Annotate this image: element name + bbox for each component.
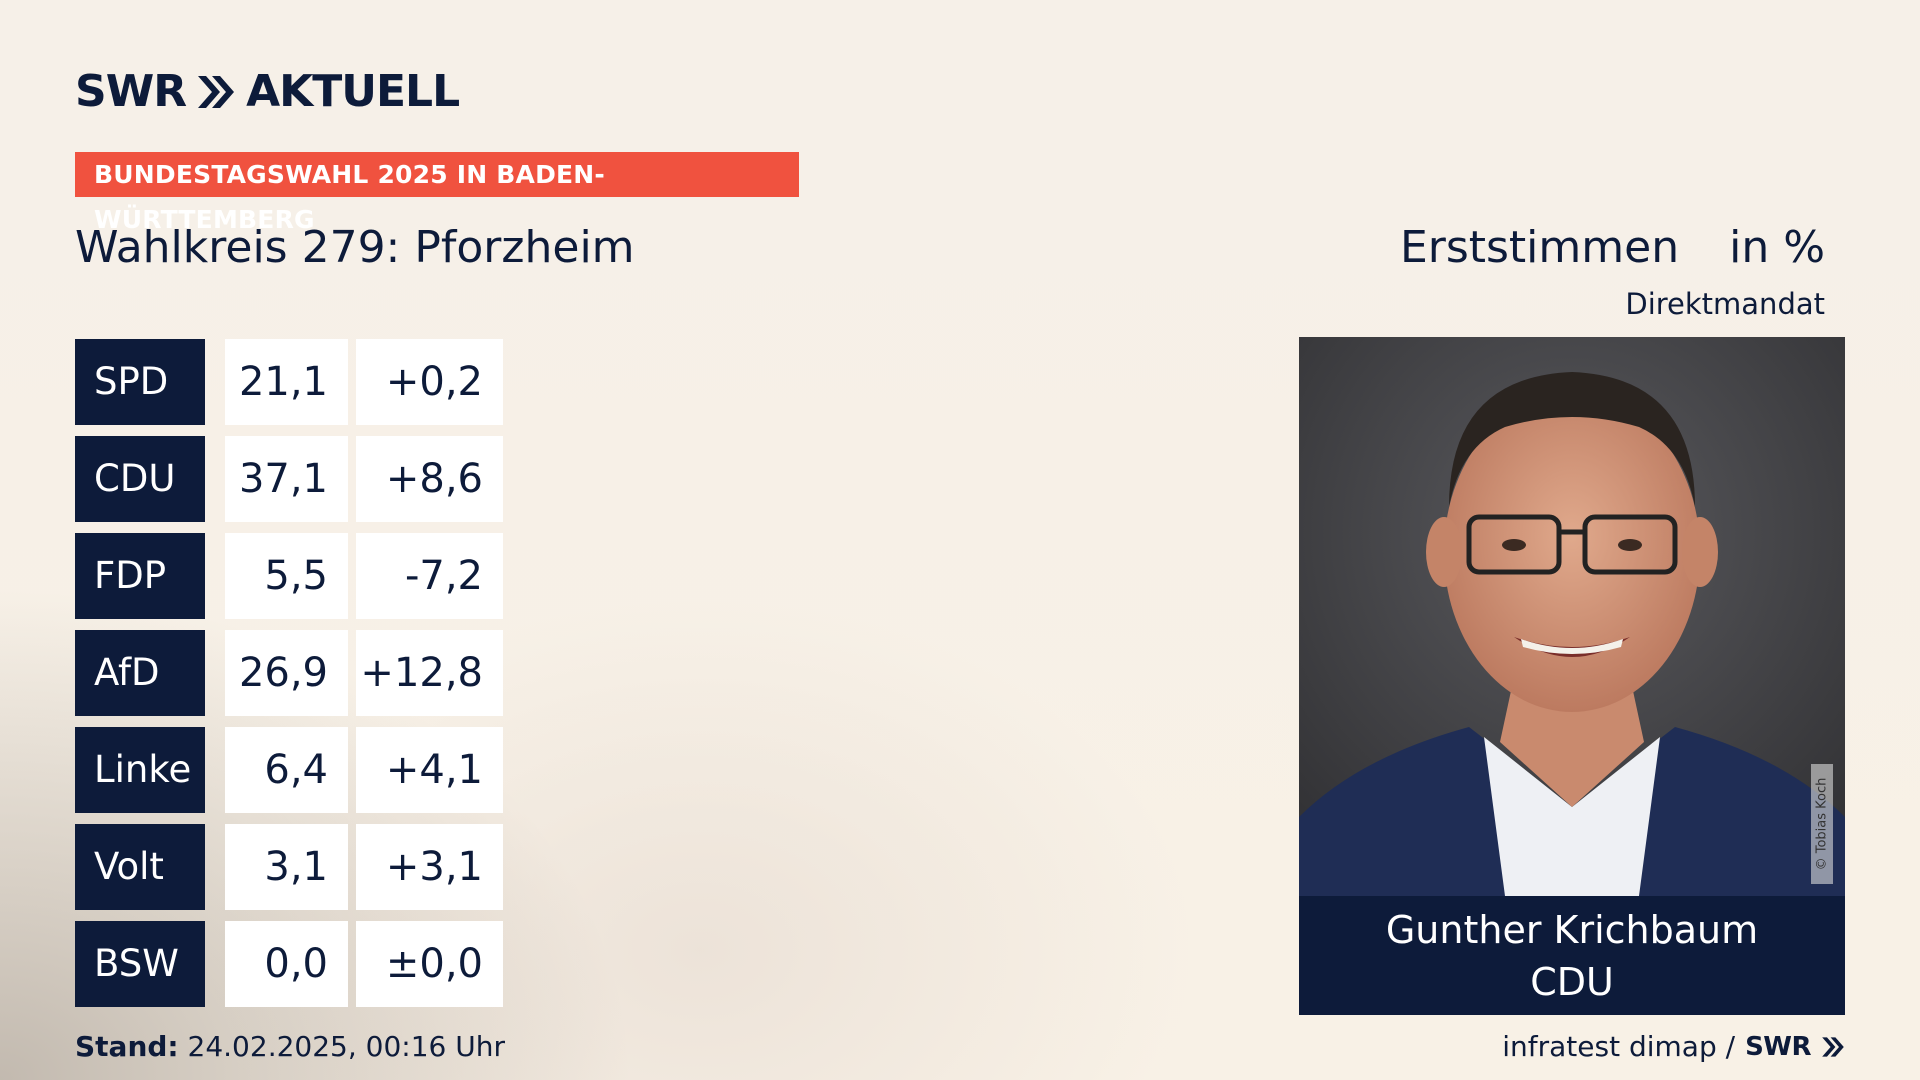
winner-caption: Gunther Krichbaum CDU	[1299, 896, 1845, 1015]
candidate-photo	[1299, 337, 1845, 896]
photo-credit-text: © Tobias Koch	[1814, 777, 1830, 871]
table-row: SPD 21,1 +0,2	[75, 339, 503, 425]
stand-label: Stand:	[75, 1030, 179, 1063]
double-chevron-icon	[1822, 1037, 1844, 1057]
footer-swr-text: SWR	[1745, 1032, 1811, 1062]
party-name: Linke	[75, 727, 205, 813]
logo-swr-text: SWR	[75, 66, 187, 117]
party-value: 21,1	[225, 339, 348, 425]
winner-name: Gunther Krichbaum	[1385, 908, 1759, 952]
party-value: 5,5	[225, 533, 348, 619]
party-name: AfD	[75, 630, 205, 716]
photo-credit: © Tobias Koch	[1811, 764, 1833, 884]
unit-label: in %	[1729, 222, 1825, 273]
party-value: 0,0	[225, 921, 348, 1007]
party-value: 3,1	[225, 824, 348, 910]
table-row: Linke 6,4 +4,1	[75, 727, 503, 813]
election-banner: BUNDESTAGSWAHL 2025 IN BADEN-WÜRTTEMBERG	[75, 152, 799, 234]
direktmandat-label: Direktmandat	[1625, 287, 1825, 321]
table-row: AfD 26,9 +12,8	[75, 630, 503, 716]
stand-value: 24.02.2025, 00:16 Uhr	[187, 1030, 505, 1063]
party-diff: +12,8	[356, 630, 503, 716]
party-value: 37,1	[225, 436, 348, 522]
party-diff: +0,2	[356, 339, 503, 425]
swr-aktuell-logo: SWR AKTUELL	[75, 66, 460, 117]
party-name: CDU	[75, 436, 205, 522]
party-diff: +3,1	[356, 824, 503, 910]
winner-party: CDU	[1530, 960, 1614, 1004]
party-name: Volt	[75, 824, 205, 910]
table-row: BSW 0,0 ±0,0	[75, 921, 503, 1007]
table-row: Volt 3,1 +3,1	[75, 824, 503, 910]
vote-type-header: Erststimmen in %	[1400, 220, 1825, 276]
party-value: 26,9	[225, 630, 348, 716]
vote-type-label: Erststimmen	[1399, 222, 1680, 273]
timestamp: Stand: 24.02.2025, 00:16 Uhr	[75, 1030, 505, 1064]
table-row: CDU 37,1 +8,6	[75, 436, 503, 522]
party-diff: +8,6	[356, 436, 503, 522]
party-diff: -7,2	[356, 533, 503, 619]
party-name: FDP	[75, 533, 205, 619]
party-value: 6,4	[225, 727, 348, 813]
source-text: infratest dimap /	[1502, 1030, 1736, 1063]
party-diff: ±0,0	[356, 921, 503, 1007]
party-diff: +4,1	[356, 727, 503, 813]
table-row: FDP 5,5 -7,2	[75, 533, 503, 619]
logo-aktuell-text: AKTUELL	[246, 66, 460, 117]
double-chevron-icon	[198, 76, 235, 108]
source-credit: infratest dimap / SWR	[1502, 1030, 1845, 1064]
candidate-portrait	[1299, 337, 1845, 896]
party-name: SPD	[75, 339, 205, 425]
wahlkreis-title: Wahlkreis 279: Pforzheim	[75, 222, 635, 273]
party-name: BSW	[75, 921, 205, 1007]
